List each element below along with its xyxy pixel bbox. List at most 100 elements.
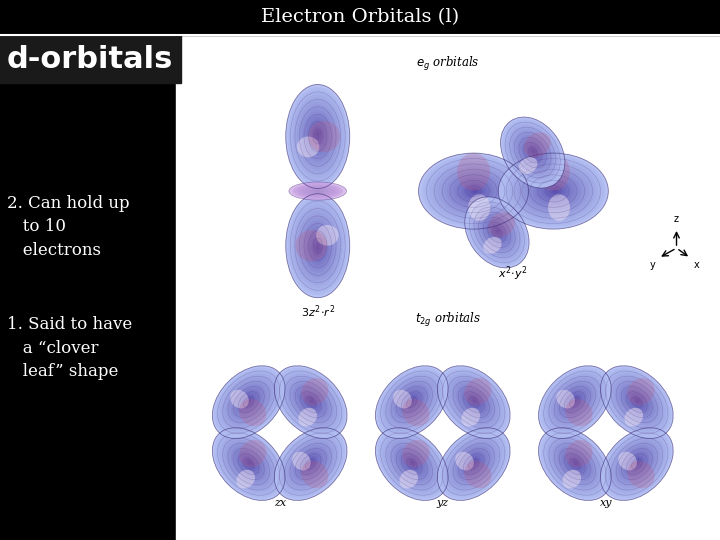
Ellipse shape (636, 399, 639, 403)
Ellipse shape (303, 186, 332, 195)
Ellipse shape (451, 442, 495, 485)
Text: 2. Can hold up
   to 10
   electrons: 2. Can hold up to 10 electrons (7, 195, 130, 259)
Ellipse shape (471, 461, 474, 465)
Ellipse shape (464, 461, 492, 488)
Text: zx: zx (274, 498, 286, 508)
Ellipse shape (455, 452, 474, 470)
Ellipse shape (387, 438, 438, 489)
Ellipse shape (289, 199, 346, 293)
Ellipse shape (478, 211, 516, 253)
Ellipse shape (622, 449, 651, 478)
Ellipse shape (454, 382, 494, 422)
Ellipse shape (291, 202, 345, 290)
Ellipse shape (548, 436, 603, 491)
Ellipse shape (236, 450, 262, 476)
Text: 1. Said to have
   a “clover
   leaf” shape: 1. Said to have a “clover leaf” shape (7, 316, 132, 380)
Ellipse shape (452, 380, 496, 423)
Ellipse shape (222, 436, 276, 491)
Ellipse shape (287, 87, 348, 186)
Ellipse shape (570, 457, 581, 469)
Ellipse shape (465, 392, 483, 410)
Ellipse shape (290, 443, 330, 483)
Ellipse shape (409, 460, 416, 467)
Ellipse shape (564, 453, 586, 474)
Ellipse shape (307, 188, 328, 194)
Ellipse shape (231, 446, 267, 482)
Ellipse shape (297, 137, 320, 157)
Ellipse shape (485, 218, 510, 246)
Ellipse shape (228, 382, 269, 422)
Ellipse shape (542, 431, 608, 497)
Ellipse shape (535, 178, 574, 205)
Ellipse shape (287, 440, 334, 487)
Ellipse shape (405, 396, 417, 407)
Ellipse shape (549, 376, 600, 427)
Ellipse shape (239, 392, 257, 410)
Ellipse shape (544, 433, 606, 495)
Ellipse shape (299, 389, 324, 414)
Text: d-orbitals: d-orbitals (7, 40, 174, 69)
Ellipse shape (392, 443, 432, 483)
Ellipse shape (305, 114, 330, 156)
Bar (0, 35, 181, 83)
Ellipse shape (447, 172, 502, 210)
Ellipse shape (301, 461, 328, 488)
Ellipse shape (287, 378, 335, 426)
Ellipse shape (291, 92, 345, 180)
Text: $x^2\!\cdot\!y^2$: $x^2\!\cdot\!y^2$ (498, 264, 528, 283)
Ellipse shape (626, 390, 648, 412)
Ellipse shape (313, 240, 323, 255)
Ellipse shape (299, 215, 337, 278)
Ellipse shape (300, 390, 322, 412)
Ellipse shape (315, 242, 321, 253)
Ellipse shape (507, 159, 600, 224)
Ellipse shape (236, 470, 255, 489)
Ellipse shape (468, 200, 526, 264)
Ellipse shape (294, 447, 327, 480)
Ellipse shape (311, 237, 324, 258)
Ellipse shape (513, 131, 552, 173)
Ellipse shape (223, 376, 274, 427)
Ellipse shape (600, 428, 673, 501)
Ellipse shape (216, 431, 282, 497)
Ellipse shape (505, 122, 560, 183)
Ellipse shape (632, 460, 640, 467)
Ellipse shape (274, 366, 347, 438)
Ellipse shape (537, 153, 570, 191)
Ellipse shape (524, 132, 551, 157)
Ellipse shape (418, 153, 528, 229)
Ellipse shape (555, 443, 595, 483)
Ellipse shape (282, 435, 340, 493)
Ellipse shape (529, 174, 579, 208)
Ellipse shape (554, 442, 597, 485)
Ellipse shape (606, 371, 668, 433)
Ellipse shape (303, 224, 332, 270)
Ellipse shape (278, 431, 343, 497)
Ellipse shape (549, 187, 560, 195)
Ellipse shape (441, 431, 506, 497)
Bar (0, 35, 176, 540)
Ellipse shape (562, 450, 588, 476)
Ellipse shape (519, 157, 537, 174)
Ellipse shape (316, 225, 338, 246)
Ellipse shape (308, 461, 312, 465)
Ellipse shape (461, 450, 486, 476)
Ellipse shape (310, 122, 325, 148)
Ellipse shape (611, 438, 662, 489)
Ellipse shape (610, 375, 665, 429)
Ellipse shape (402, 399, 429, 426)
Ellipse shape (300, 107, 336, 164)
Ellipse shape (603, 368, 672, 436)
Ellipse shape (410, 461, 414, 465)
Ellipse shape (238, 453, 260, 474)
Ellipse shape (467, 394, 482, 408)
Ellipse shape (441, 168, 507, 214)
Ellipse shape (521, 168, 587, 214)
Ellipse shape (448, 438, 499, 489)
Ellipse shape (473, 205, 521, 259)
Ellipse shape (454, 443, 493, 483)
Ellipse shape (308, 121, 340, 152)
Ellipse shape (397, 449, 427, 478)
Ellipse shape (287, 197, 348, 295)
Ellipse shape (480, 212, 515, 251)
